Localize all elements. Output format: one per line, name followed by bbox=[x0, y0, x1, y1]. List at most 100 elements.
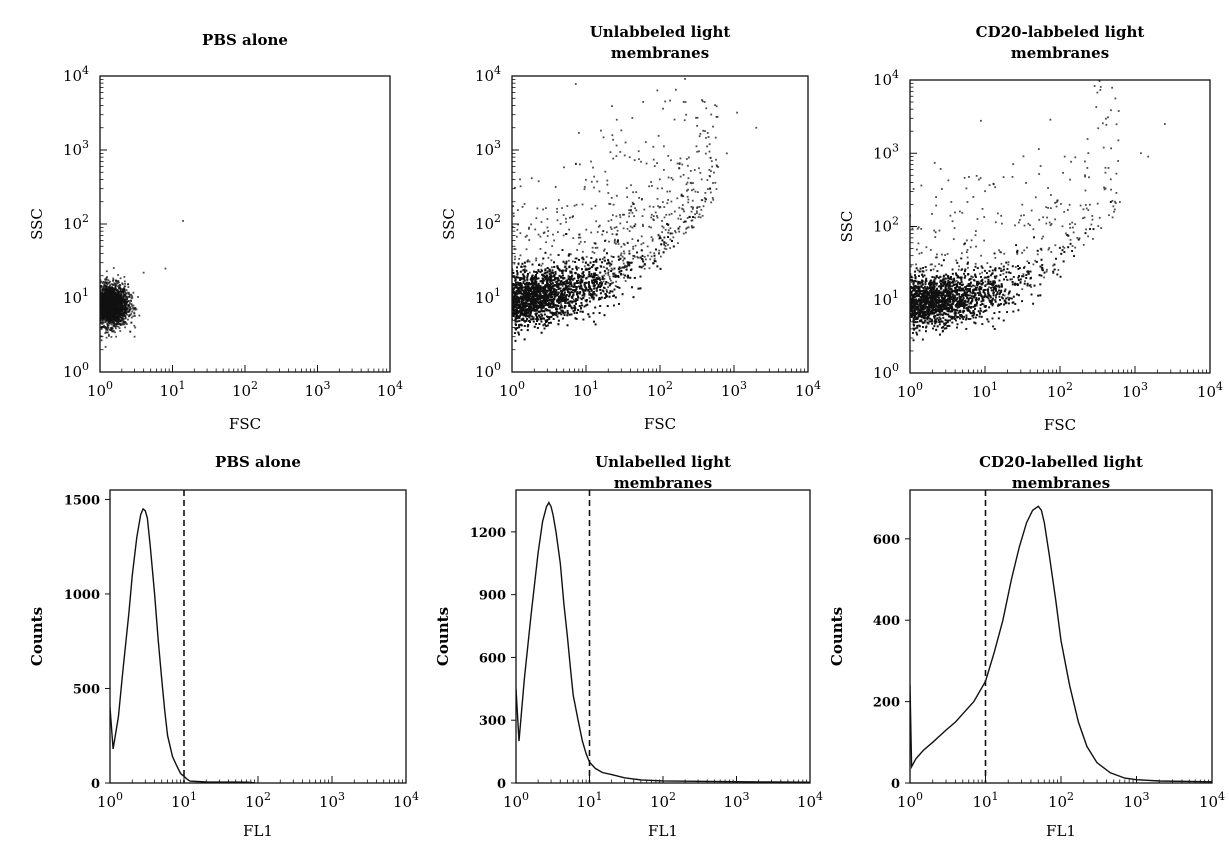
data-point bbox=[122, 305, 124, 308]
data-point bbox=[107, 294, 110, 297]
data-point bbox=[126, 295, 129, 298]
data-point bbox=[113, 324, 115, 326]
data-point bbox=[113, 301, 116, 303]
data-point bbox=[113, 284, 116, 287]
data-point bbox=[119, 316, 122, 319]
data-point bbox=[110, 299, 113, 301]
data-point bbox=[104, 289, 107, 291]
data-point bbox=[101, 288, 104, 291]
data-point bbox=[101, 309, 103, 312]
data-point bbox=[116, 289, 118, 292]
data-point bbox=[116, 316, 118, 319]
data-point bbox=[108, 301, 111, 303]
data-point bbox=[126, 311, 129, 313]
data-point bbox=[129, 306, 132, 309]
data-point bbox=[106, 324, 109, 327]
data-point bbox=[128, 293, 130, 295]
data-point bbox=[104, 332, 107, 335]
data-point bbox=[118, 315, 121, 318]
data-point bbox=[130, 316, 133, 319]
data-point bbox=[120, 311, 123, 314]
data-point bbox=[122, 292, 125, 295]
data-point bbox=[116, 321, 119, 324]
data-point bbox=[107, 309, 109, 312]
data-point bbox=[109, 308, 111, 311]
data-point bbox=[114, 313, 117, 316]
data-point bbox=[105, 294, 108, 297]
data-point bbox=[100, 304, 102, 307]
data-point bbox=[109, 290, 111, 293]
data-point bbox=[108, 289, 111, 291]
data-point bbox=[118, 301, 121, 303]
data-point bbox=[124, 282, 127, 285]
data-point bbox=[104, 295, 106, 298]
data-point bbox=[121, 298, 124, 301]
data-point bbox=[122, 294, 125, 297]
data-point bbox=[128, 291, 130, 294]
data-point bbox=[112, 278, 115, 281]
data-point bbox=[106, 295, 109, 298]
data-point bbox=[118, 312, 121, 315]
data-point bbox=[113, 320, 116, 322]
x-tick-label: 104 bbox=[377, 379, 403, 400]
data-point bbox=[117, 312, 120, 315]
data-point bbox=[111, 296, 114, 299]
data-point bbox=[142, 271, 145, 274]
data-point bbox=[108, 295, 111, 298]
data-point bbox=[100, 295, 103, 297]
data-point bbox=[100, 286, 103, 288]
data-point bbox=[121, 323, 124, 326]
data-point bbox=[113, 293, 116, 296]
data-point bbox=[119, 311, 122, 314]
data-point bbox=[131, 305, 134, 307]
data-point bbox=[107, 324, 110, 327]
data-point bbox=[111, 283, 114, 286]
data-point bbox=[131, 296, 134, 299]
data-point bbox=[120, 293, 123, 295]
data-point bbox=[114, 304, 117, 307]
data-point bbox=[102, 296, 105, 298]
data-point bbox=[126, 298, 128, 300]
y-axis-label: SSC bbox=[28, 208, 46, 240]
data-point bbox=[112, 320, 115, 323]
data-point bbox=[104, 309, 106, 311]
data-point bbox=[110, 301, 113, 304]
data-point bbox=[123, 288, 126, 290]
data-point bbox=[114, 307, 116, 310]
data-point bbox=[109, 284, 112, 287]
data-point bbox=[104, 321, 107, 324]
data-point bbox=[133, 311, 136, 314]
data-point bbox=[118, 304, 121, 306]
data-point bbox=[131, 310, 134, 313]
data-point bbox=[119, 289, 122, 292]
data-point bbox=[107, 311, 110, 314]
data-point bbox=[116, 318, 119, 321]
data-point bbox=[111, 311, 114, 314]
data-point bbox=[125, 309, 128, 312]
data-point bbox=[132, 291, 135, 294]
data-point bbox=[108, 319, 111, 322]
data-point bbox=[117, 295, 120, 298]
data-point bbox=[123, 280, 126, 283]
data-point bbox=[115, 279, 118, 282]
data-point bbox=[109, 319, 112, 322]
data-point bbox=[121, 296, 124, 299]
data-point bbox=[111, 304, 114, 307]
data-point bbox=[102, 302, 105, 305]
data-point bbox=[109, 299, 112, 302]
data-point bbox=[111, 310, 113, 313]
data-point bbox=[117, 280, 120, 282]
data-point bbox=[107, 314, 110, 317]
data-point bbox=[118, 285, 121, 287]
data-point bbox=[124, 303, 127, 306]
data-point bbox=[123, 295, 126, 298]
data-point bbox=[130, 312, 133, 315]
data-point bbox=[123, 298, 126, 301]
data-point bbox=[104, 307, 107, 309]
data-point bbox=[123, 299, 126, 302]
data-point bbox=[110, 283, 113, 285]
data-point bbox=[121, 301, 124, 303]
data-point bbox=[104, 278, 107, 281]
data-point bbox=[109, 321, 112, 323]
